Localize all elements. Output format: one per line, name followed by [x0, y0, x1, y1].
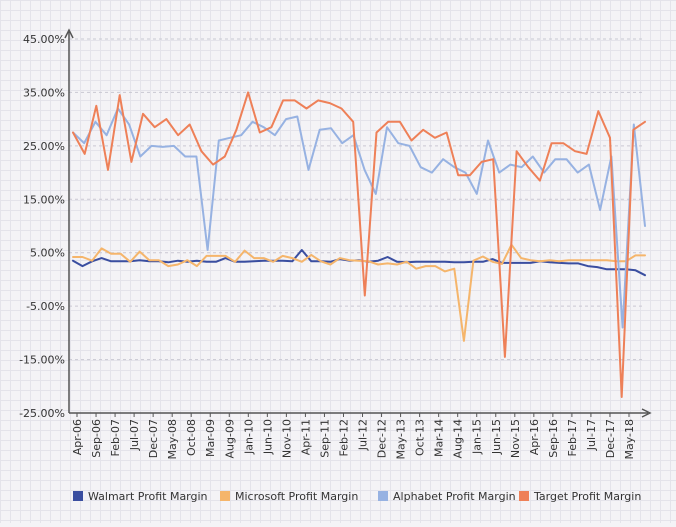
y-tick-label: 25.00%	[23, 140, 65, 153]
y-axis-arrow	[64, 28, 74, 39]
series-line-microsoft-profit-margin	[72, 243, 646, 342]
series-line-target-profit-margin	[72, 91, 646, 398]
x-tick-label: May-13	[395, 419, 408, 460]
x-tick-label: May-08	[166, 419, 179, 460]
legend-swatch	[220, 491, 230, 501]
legend-label: Walmart Profit Margin	[88, 490, 208, 503]
y-tick-label: 35.00%	[23, 86, 65, 99]
legend-label: Alphabet Profit Margin	[393, 490, 516, 503]
y-tick-label: 5.00%	[30, 247, 65, 260]
x-tick-label: Nov-15	[509, 419, 522, 458]
x-tick-label: Jun-10	[261, 419, 274, 455]
x-tick-label: Oct-13	[414, 419, 427, 456]
x-tick-label: Dec-17	[604, 419, 617, 458]
x-tick-label: Sep-11	[318, 419, 331, 458]
x-tick-label: Feb-07	[109, 419, 122, 456]
gridlines	[69, 38, 645, 414]
x-tick-label: Jun-15	[490, 419, 503, 455]
x-tick-label: Sep-06	[90, 419, 103, 458]
axes: 45.00% 35.00% 25.00% 15.00% 5.00% -5.00% -15.0…	[19, 28, 652, 460]
y-tick-label: -5.00%	[26, 300, 65, 313]
x-tick-label: Aug-14	[452, 419, 465, 458]
legend-swatch	[378, 491, 388, 501]
x-tick-label: Feb-12	[337, 419, 350, 456]
legend-swatch	[73, 491, 83, 501]
x-tick-label: May-18	[623, 419, 636, 460]
x-tick-label: Apr-11	[299, 419, 312, 455]
x-tick-label: Oct-08	[185, 419, 198, 456]
x-axis-arrow	[641, 408, 652, 418]
x-tick-label: Nov-10	[280, 419, 293, 458]
x-tick-label: Apr-16	[528, 419, 541, 455]
x-tick-label: Jan-15	[471, 419, 484, 455]
x-tick-label: Mar-09	[204, 419, 217, 457]
x-tick-label: Jul-07	[128, 419, 141, 451]
series-lines	[72, 91, 646, 398]
x-tick-label: Apr-06	[71, 419, 84, 455]
x-tick-label: Aug-09	[223, 419, 236, 458]
x-tick-label: Sep-16	[547, 419, 560, 458]
legend-swatch	[519, 491, 529, 501]
x-tick-label: Jan-10	[242, 419, 255, 455]
legend: Walmart Profit Margin Microsoft Profit Ma…	[73, 490, 641, 503]
x-tick-label: Feb-17	[566, 419, 579, 456]
x-tick-label: Dec-12	[376, 419, 389, 458]
y-tick-label: 15.00%	[23, 193, 65, 206]
y-tick-label: -15.00%	[19, 354, 65, 367]
x-tick-label: Jul-12	[357, 419, 370, 451]
y-tick-label: -25.00%	[19, 407, 65, 420]
series-line-alphabet-profit-margin	[72, 107, 646, 329]
x-tick-label: Dec-07	[147, 419, 160, 458]
x-tick-label: Jul-17	[585, 419, 598, 451]
series-line-walmart-profit-margin	[72, 249, 646, 277]
legend-label: Target Profit Margin	[533, 490, 641, 503]
y-tick-label: 45.00%	[23, 33, 65, 46]
x-tick-label: Mar-14	[433, 419, 446, 457]
legend-label: Microsoft Profit Margin	[235, 490, 358, 503]
